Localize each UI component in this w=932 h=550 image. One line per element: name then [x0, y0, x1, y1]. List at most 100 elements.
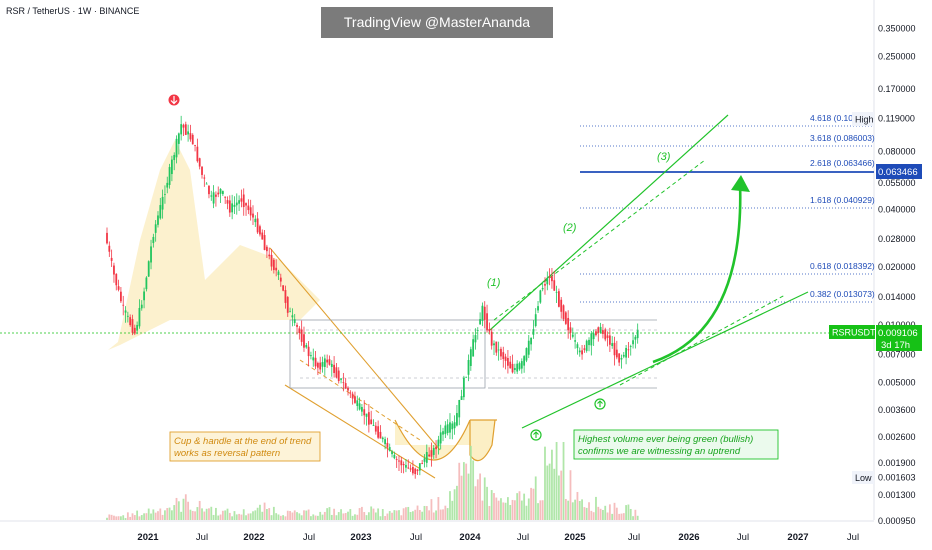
volume-bar	[467, 473, 470, 520]
candle-body	[170, 159, 173, 175]
candle-body	[154, 224, 157, 233]
volume-bar	[546, 465, 549, 520]
candle-body	[159, 205, 162, 219]
cup-handle-line-1: Cup & handle at the end of trend	[174, 436, 312, 447]
price-tick-label: 0.003600	[878, 405, 916, 415]
volume-bar	[442, 509, 444, 520]
volume-bar	[184, 494, 187, 520]
volume-bar	[430, 499, 433, 520]
candle-body	[286, 297, 289, 313]
volume-bar	[548, 463, 551, 520]
candle-body	[516, 363, 519, 372]
time-tick-label: Jul	[517, 532, 529, 543]
candle-body	[228, 200, 231, 213]
candle-body	[414, 468, 417, 475]
wedge-mid-dashed	[299, 359, 421, 441]
candle-body	[191, 134, 194, 145]
candle-body	[106, 232, 108, 244]
volume-bar	[240, 514, 243, 520]
candle-body	[307, 346, 310, 357]
candle-body	[460, 396, 463, 400]
candle-body	[539, 290, 542, 303]
price-axis[interactable]: 0.350000 0.250000 0.170000 0.119000 0.080000…	[878, 24, 916, 526]
volume-bar	[254, 510, 257, 520]
volume-bar	[117, 516, 120, 520]
volume-bar	[133, 515, 136, 520]
volume-bar	[604, 505, 607, 520]
volume-bar	[208, 508, 210, 520]
volume-bar	[446, 508, 449, 520]
candle-body	[451, 423, 454, 430]
candle-body	[407, 467, 410, 469]
price-tick-label: 0.350000	[878, 24, 916, 34]
projection-arrow-curve	[652, 181, 742, 364]
candle-body	[578, 350, 581, 353]
volume-bar	[259, 504, 261, 520]
volume-bar	[460, 475, 463, 520]
price-tick-label: 0.170000	[878, 84, 916, 94]
candle-body	[254, 218, 257, 223]
volume-bar	[140, 515, 143, 520]
candle-body	[196, 146, 199, 162]
candle-body	[618, 353, 621, 363]
volume-bar	[411, 511, 414, 520]
volume-bar	[495, 497, 498, 520]
candle-body	[602, 330, 604, 334]
candle-body	[430, 450, 433, 457]
candle-body	[263, 235, 266, 250]
candle-body	[270, 254, 273, 267]
volume-annotation-line-1: Highest volume ever being green (bullish…	[578, 434, 753, 445]
candle-body	[597, 327, 600, 333]
candle-body	[449, 422, 451, 433]
volume-bar	[221, 510, 224, 520]
candle-body	[247, 205, 250, 211]
price-tick-label: 0.028000	[878, 234, 916, 244]
candle-body	[504, 356, 507, 361]
candle-body	[113, 265, 115, 275]
candle-body	[592, 333, 595, 340]
time-tick-label: Jul	[737, 532, 749, 543]
volume-bar	[113, 515, 115, 520]
candle-body	[175, 138, 178, 158]
volume-bar	[544, 446, 546, 520]
volume-bar	[110, 514, 113, 520]
candle-body	[117, 286, 120, 290]
candle-body	[233, 204, 236, 207]
volume-bar	[571, 502, 574, 520]
candle-body	[136, 324, 139, 331]
candle-body	[402, 463, 405, 466]
volume-bar	[629, 508, 632, 520]
candle-body	[599, 326, 602, 333]
candle-body	[333, 364, 336, 373]
volume-bar	[314, 515, 317, 520]
candle-body	[555, 291, 558, 293]
candle-body	[488, 328, 491, 332]
candle-body	[122, 304, 125, 306]
volume-bar	[365, 515, 368, 520]
candle-body	[388, 447, 391, 451]
candle-body	[622, 354, 625, 357]
volume-bar	[606, 512, 609, 520]
fib-label-1618: 1.618 (0.040929)	[810, 195, 875, 205]
volume-bar	[182, 498, 185, 520]
volume-bar	[620, 513, 623, 520]
time-axis[interactable]: 2021 Jul 2022 Jul 2023 Jul 2024 Jul 2025 Jul 2026 J…	[137, 532, 859, 543]
volume-bar	[159, 508, 162, 520]
volume-bar	[414, 509, 417, 520]
volume-bar	[627, 504, 630, 520]
volume-bar	[351, 515, 354, 520]
volume-bar	[340, 509, 342, 520]
candle-body	[465, 376, 468, 378]
candle-body	[120, 291, 122, 302]
candle-body	[152, 236, 155, 244]
volume-bar	[122, 515, 125, 520]
candle-body	[395, 459, 398, 461]
candle-body	[557, 291, 560, 307]
price-tick-label: 0.040000	[878, 204, 916, 214]
volume-bar	[539, 500, 542, 520]
volume-bar	[147, 508, 150, 520]
volume-bar	[437, 497, 440, 520]
candle-body	[115, 273, 118, 286]
volume-bar	[557, 475, 560, 520]
